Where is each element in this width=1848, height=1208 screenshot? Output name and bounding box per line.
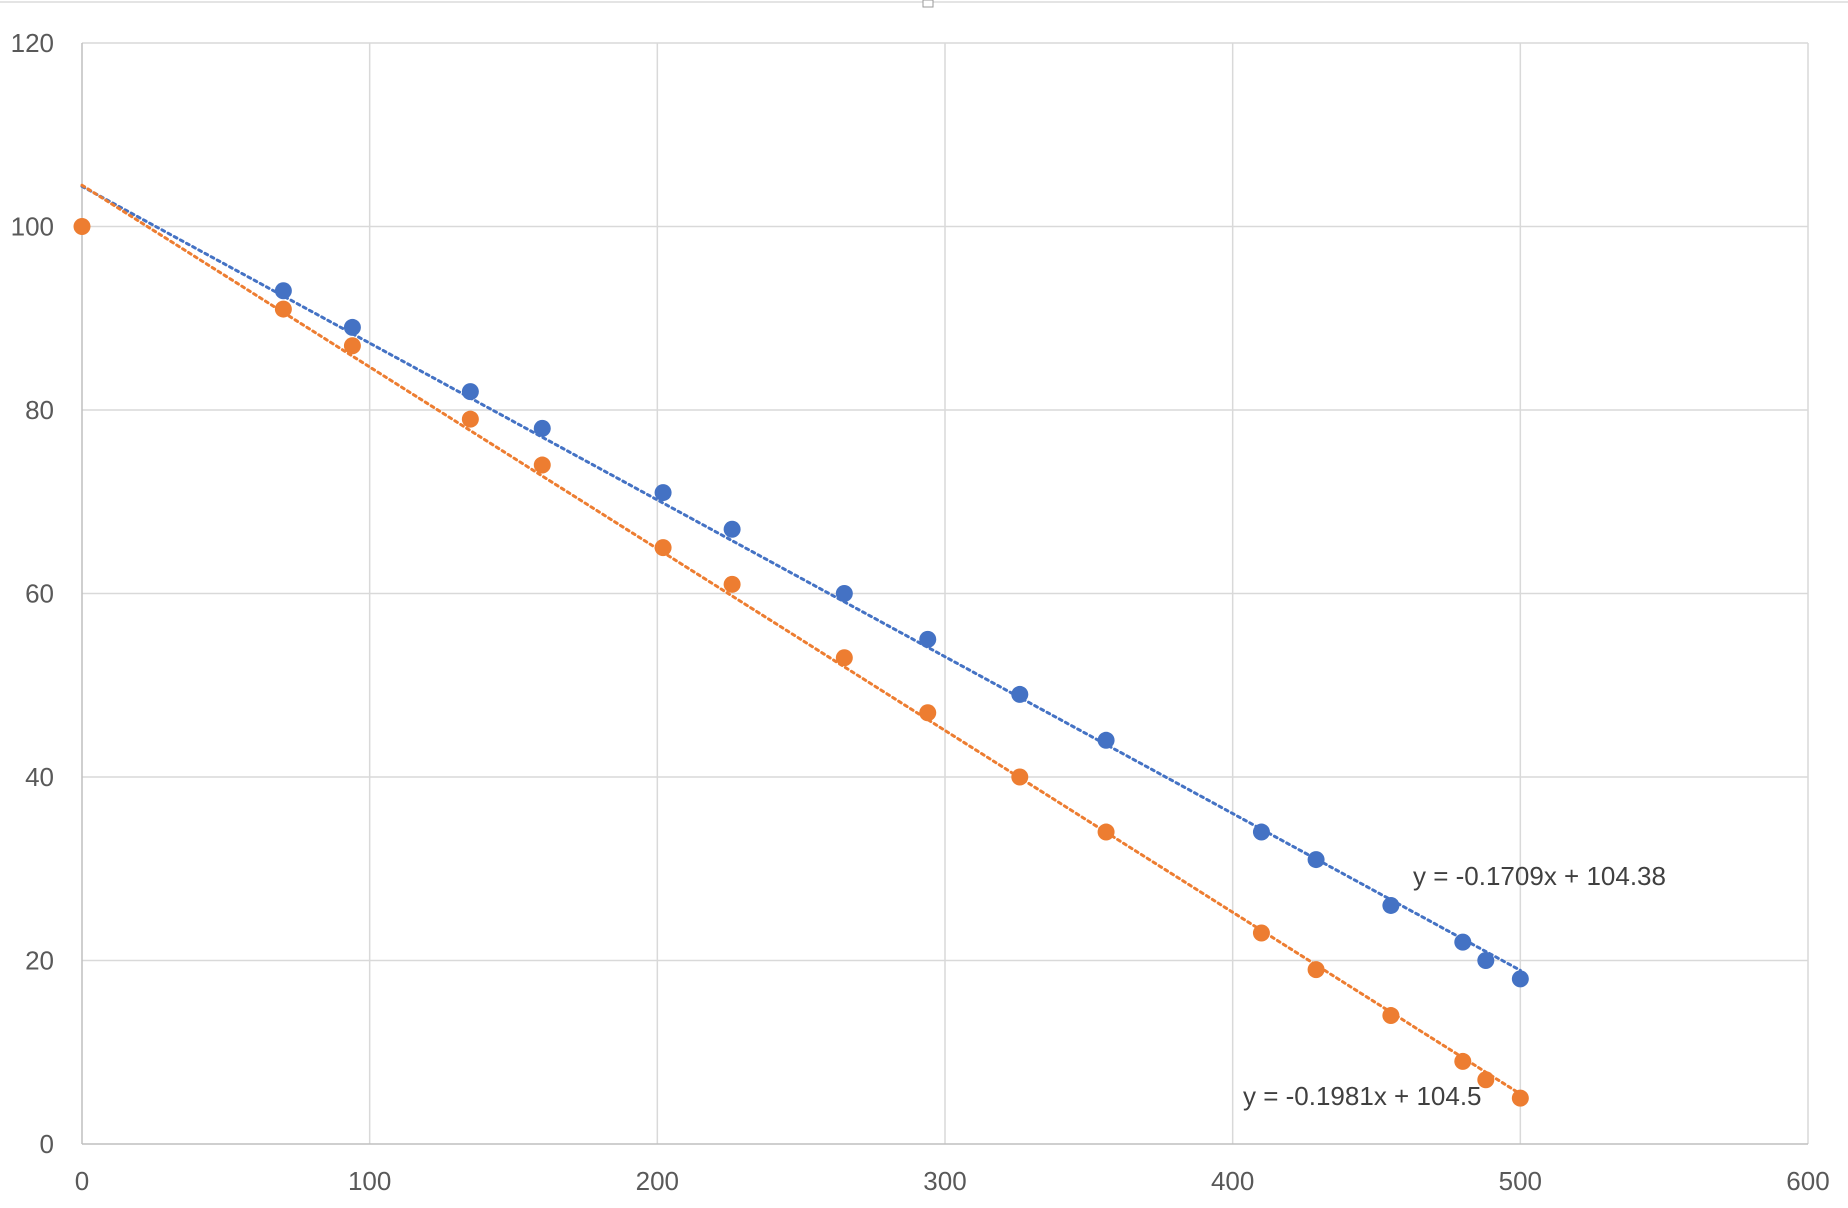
data-point-orange — [274, 300, 292, 318]
y-tick-label: 60 — [25, 579, 54, 609]
data-point-blue — [919, 630, 937, 648]
data-point-orange — [533, 456, 551, 474]
data-point-blue — [1382, 896, 1400, 914]
data-point-orange — [1097, 823, 1115, 841]
y-tick-label: 40 — [25, 762, 54, 792]
data-point-blue — [1454, 933, 1472, 951]
data-point-blue — [723, 520, 741, 538]
data-point-orange — [461, 410, 479, 428]
data-point-blue — [654, 484, 672, 502]
data-point-blue — [1252, 823, 1270, 841]
x-tick-label: 100 — [348, 1166, 391, 1196]
data-point-blue — [533, 419, 551, 437]
gridlines — [82, 42, 1809, 1144]
trendline-blue — [80, 184, 1522, 972]
data-point-orange — [1511, 1089, 1529, 1107]
x-tick-label: 400 — [1211, 1166, 1254, 1196]
data-point-orange — [1252, 924, 1270, 942]
data-point-blue — [274, 282, 292, 300]
x-tick-label: 600 — [1786, 1166, 1829, 1196]
data-point-orange — [1454, 1052, 1472, 1070]
x-tick-label: 200 — [636, 1166, 679, 1196]
trendline-equation-blue: y = -0.1709x + 104.38 — [1413, 861, 1666, 891]
data-point-orange — [1307, 961, 1325, 979]
data-point-blue — [343, 318, 361, 336]
x-tick-label: 300 — [923, 1166, 966, 1196]
data-point-blue — [1097, 731, 1115, 749]
trendline-orange — [80, 183, 1522, 1096]
data-point-orange — [1011, 768, 1029, 786]
data-points — [73, 218, 1529, 1107]
data-point-blue — [835, 585, 853, 602]
data-point-orange — [919, 704, 937, 722]
data-point-orange — [73, 218, 91, 235]
data-point-blue — [1307, 851, 1325, 869]
data-point-orange — [835, 649, 853, 667]
y-tick-label: 100 — [11, 212, 54, 242]
y-tick-label: 0 — [40, 1129, 54, 1159]
data-point-orange — [1477, 1071, 1495, 1089]
data-point-blue — [1511, 970, 1529, 988]
data-point-orange — [1382, 1007, 1400, 1025]
data-point-blue — [1477, 952, 1495, 969]
trendlines — [80, 183, 1522, 1096]
data-point-blue — [1011, 685, 1029, 703]
tick-labels: 0 100 200 300 400 500 600 0 20 40 60 80 100 120 — [11, 28, 1830, 1196]
trendline-equations: y = -0.1709x + 104.38 y = -0.1981x + 104… — [1243, 861, 1666, 1111]
data-point-orange — [723, 575, 741, 593]
x-tick-label: 0 — [75, 1166, 89, 1196]
y-tick-label: 80 — [25, 395, 54, 425]
data-point-orange — [343, 337, 361, 355]
data-point-orange — [654, 539, 672, 557]
y-tick-label: 20 — [25, 946, 54, 976]
x-tick-label: 500 — [1499, 1166, 1542, 1196]
top-resize-handle[interactable] — [922, 0, 934, 8]
y-tick-label: 120 — [11, 28, 54, 58]
trendline-equation-orange: y = -0.1981x + 104.5 — [1243, 1081, 1482, 1111]
data-point-blue — [461, 383, 479, 401]
